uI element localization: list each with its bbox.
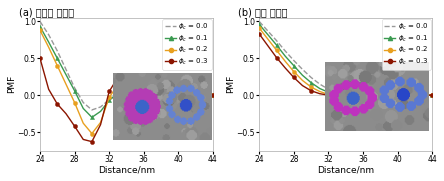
- Y-axis label: PMF: PMF: [7, 75, 16, 93]
- Text: (b) 활성 유전체: (b) 활성 유전체: [238, 7, 288, 17]
- X-axis label: Distance/nm: Distance/nm: [98, 165, 155, 174]
- X-axis label: Distance/nm: Distance/nm: [317, 165, 374, 174]
- Text: (a) 비활성 유전체: (a) 비활성 유전체: [19, 7, 74, 17]
- Legend: $\phi_c$ = 0.0, $\phi_c$ = 0.1, $\phi_c$ = 0.2, $\phi_c$ = 0.3: $\phi_c$ = 0.0, $\phi_c$ = 0.1, $\phi_c$…: [163, 19, 212, 70]
- Legend: $\phi_c$ = 0.0, $\phi_c$ = 0.1, $\phi_c$ = 0.2, $\phi_c$ = 0.3: $\phi_c$ = 0.0, $\phi_c$ = 0.1, $\phi_c$…: [381, 19, 431, 70]
- Y-axis label: PMF: PMF: [226, 75, 235, 93]
